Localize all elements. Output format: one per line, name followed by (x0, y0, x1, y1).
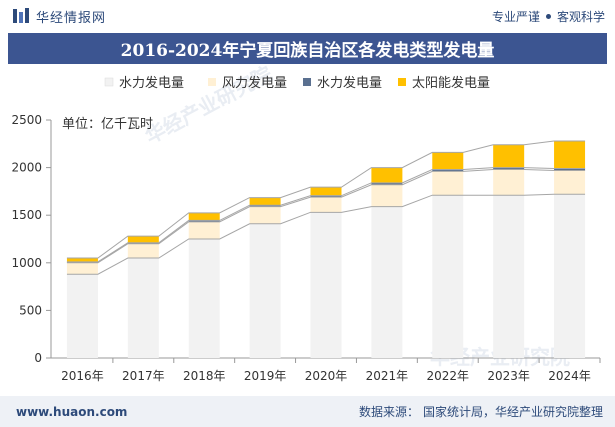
source-label: 数据来源： (358, 405, 419, 419)
bar-segment-水力发电量 (249, 223, 281, 358)
bar-segment-风力发电量 (127, 243, 159, 259)
legend-label: 水力发电量 (317, 75, 382, 91)
bar-segment-水力发电量 (310, 195, 342, 198)
bar-segment-水力发电量 (188, 220, 220, 222)
y-tick-label: 2000 (11, 161, 42, 175)
slogan-left: 专业严谨 (491, 9, 540, 24)
legend-label: 风力发电量 (222, 75, 287, 91)
chart: 华经产业研究院华经产业研究院水力发电量风力发电量水力发电量太阳能发电量单位：亿千… (11, 64, 601, 383)
bar-segment-水力发电量 (188, 239, 220, 358)
bullet-icon (545, 13, 551, 19)
x-tick-label: 2024年 (548, 369, 591, 383)
trend-line (66, 193, 586, 275)
bar-segment-水力发电量 (554, 194, 586, 358)
bar-segment-太阳能发电量 (66, 258, 98, 262)
legend-label: 太阳能发电量 (412, 75, 490, 91)
bar-segment-风力发电量 (249, 206, 281, 224)
bar-segment-水力发电量 (249, 205, 281, 207)
y-tick-label: 2500 (11, 113, 42, 127)
source-text: 国家统计局，华经产业研究院整理 (422, 405, 603, 419)
chart-title: 2016-2024年宁夏回族自治区各发电类型发电量 (8, 33, 607, 64)
legend-swatch (208, 78, 216, 86)
legend-swatch (303, 78, 311, 86)
bar-segment-风力发电量 (432, 171, 464, 196)
bar-segment-风力发电量 (554, 170, 586, 195)
x-tick-label: 2021年 (366, 369, 409, 383)
slogan-right: 客观科学 (556, 9, 605, 24)
trend-line (66, 167, 586, 263)
bar-segment-风力发电量 (493, 169, 525, 196)
trend-line (66, 169, 586, 264)
bar-segment-水力发电量 (371, 182, 403, 185)
bar-segment-风力发电量 (66, 262, 98, 275)
x-tick-label: 2018年 (183, 369, 226, 383)
x-tick-label: 2020年 (305, 369, 348, 383)
x-tick-label: 2019年 (244, 369, 287, 383)
y-tick-label: 0 (34, 351, 42, 365)
x-tick-label: 2022年 (427, 369, 470, 383)
bar-segment-水力发电量 (493, 167, 525, 170)
bar-segment-水力发电量 (432, 195, 464, 358)
footer: www.huaon.com 数据来源： 国家统计局，华经产业研究院整理 (0, 396, 615, 427)
bar-segment-太阳能发电量 (493, 144, 525, 168)
bar-segment-太阳能发电量 (249, 197, 281, 206)
footer-url[interactable]: www.huaon.com (16, 404, 128, 419)
bar-segment-太阳能发电量 (310, 187, 342, 196)
x-tick-label: 2017年 (122, 369, 165, 383)
bar-segment-水力发电量 (493, 195, 525, 358)
trend-line (66, 140, 586, 259)
slogan: 专业严谨 客观科学 (492, 8, 605, 25)
footer-source: 数据来源： 国家统计局，华经产业研究院整理 (355, 403, 603, 420)
bar-segment-水力发电量 (66, 274, 98, 358)
bar-segment-水力发电量 (432, 169, 464, 172)
unit-label: 单位：亿千瓦时 (62, 117, 153, 132)
brand-name: 华经情报网 (36, 10, 107, 26)
x-tick-label: 2016年 (61, 369, 104, 383)
y-tick-label: 1000 (11, 256, 42, 270)
legend-swatch (104, 77, 114, 87)
bar-segment-水力发电量 (371, 206, 403, 358)
bar-segment-太阳能发电量 (371, 167, 403, 183)
legend-label: 水力发电量 (119, 75, 184, 91)
y-tick-label: 500 (19, 303, 42, 317)
bar-segment-太阳能发电量 (127, 236, 159, 243)
x-tick-label: 2023年 (487, 369, 530, 383)
bar-segment-太阳能发电量 (432, 152, 464, 170)
top-header: 华经情报网 专业严谨 客观科学 (0, 0, 615, 32)
bar-segment-水力发电量 (127, 258, 159, 358)
legend-swatch (398, 78, 406, 86)
bar-segment-太阳能发电量 (554, 140, 586, 169)
bar-segment-水力发电量 (310, 212, 342, 358)
brand-logo-icon (13, 8, 29, 23)
bar-segment-水力发电量 (554, 168, 586, 171)
bar-segment-太阳能发电量 (188, 212, 220, 221)
bar-segment-风力发电量 (371, 184, 403, 207)
brand[interactable]: 华经情报网 (12, 7, 106, 26)
bar-segment-风力发电量 (188, 221, 220, 239)
y-tick-label: 1500 (11, 208, 42, 222)
bar-segment-风力发电量 (310, 197, 342, 213)
